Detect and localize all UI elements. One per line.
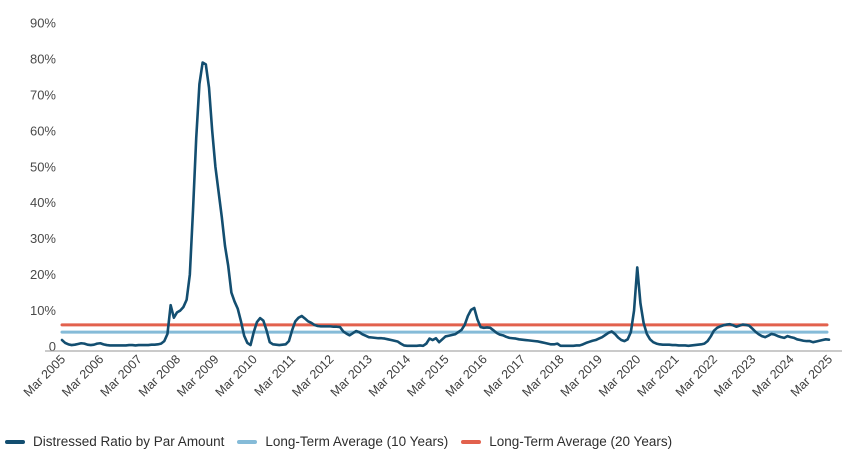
legend-label: Long-Term Average (10 Years)	[265, 434, 449, 449]
twenty-year-average-swatch-icon	[461, 439, 482, 444]
distressed-ratio-swatch-icon	[5, 439, 25, 444]
y-axis-tick-label: 50%	[30, 159, 56, 174]
y-axis-tick-label: 60%	[30, 123, 56, 138]
y-axis-tick-label: 80%	[30, 51, 56, 66]
legend-item-20y-average: Long-Term Average (20 Years)	[461, 434, 672, 449]
legend-item-distressed-ratio: Distressed Ratio by Par Amount	[5, 434, 224, 449]
y-axis-tick-label: 0	[49, 339, 56, 354]
ten-year-average-swatch-icon	[237, 439, 258, 444]
y-axis-labels: 90% 80% 70% 60% 50% 40% 30% 20% 10% 0	[30, 16, 56, 355]
legend-item-10y-average: Long-Term Average (10 Years)	[237, 434, 448, 449]
legend-label: Distressed Ratio by Par Amount	[33, 434, 225, 449]
y-axis-tick-label: 30%	[30, 231, 56, 246]
chart-legend: Distressed Ratio by Par Amount Long-Term…	[5, 434, 672, 449]
y-axis-tick-label: 20%	[30, 267, 56, 282]
x-axis-tick-label: Mar 2025	[788, 352, 835, 399]
y-axis-tick-label: 40%	[30, 195, 56, 210]
y-axis-tick-label: 70%	[30, 87, 56, 102]
distressed-ratio-series-line	[60, 61, 831, 348]
x-axis-tick-label: Mar 2010	[213, 352, 260, 399]
legend-label: Long-Term Average (20 Years)	[489, 434, 673, 449]
y-axis-tick-label: 10%	[30, 303, 56, 318]
y-axis-tick-label: 90%	[30, 16, 56, 31]
